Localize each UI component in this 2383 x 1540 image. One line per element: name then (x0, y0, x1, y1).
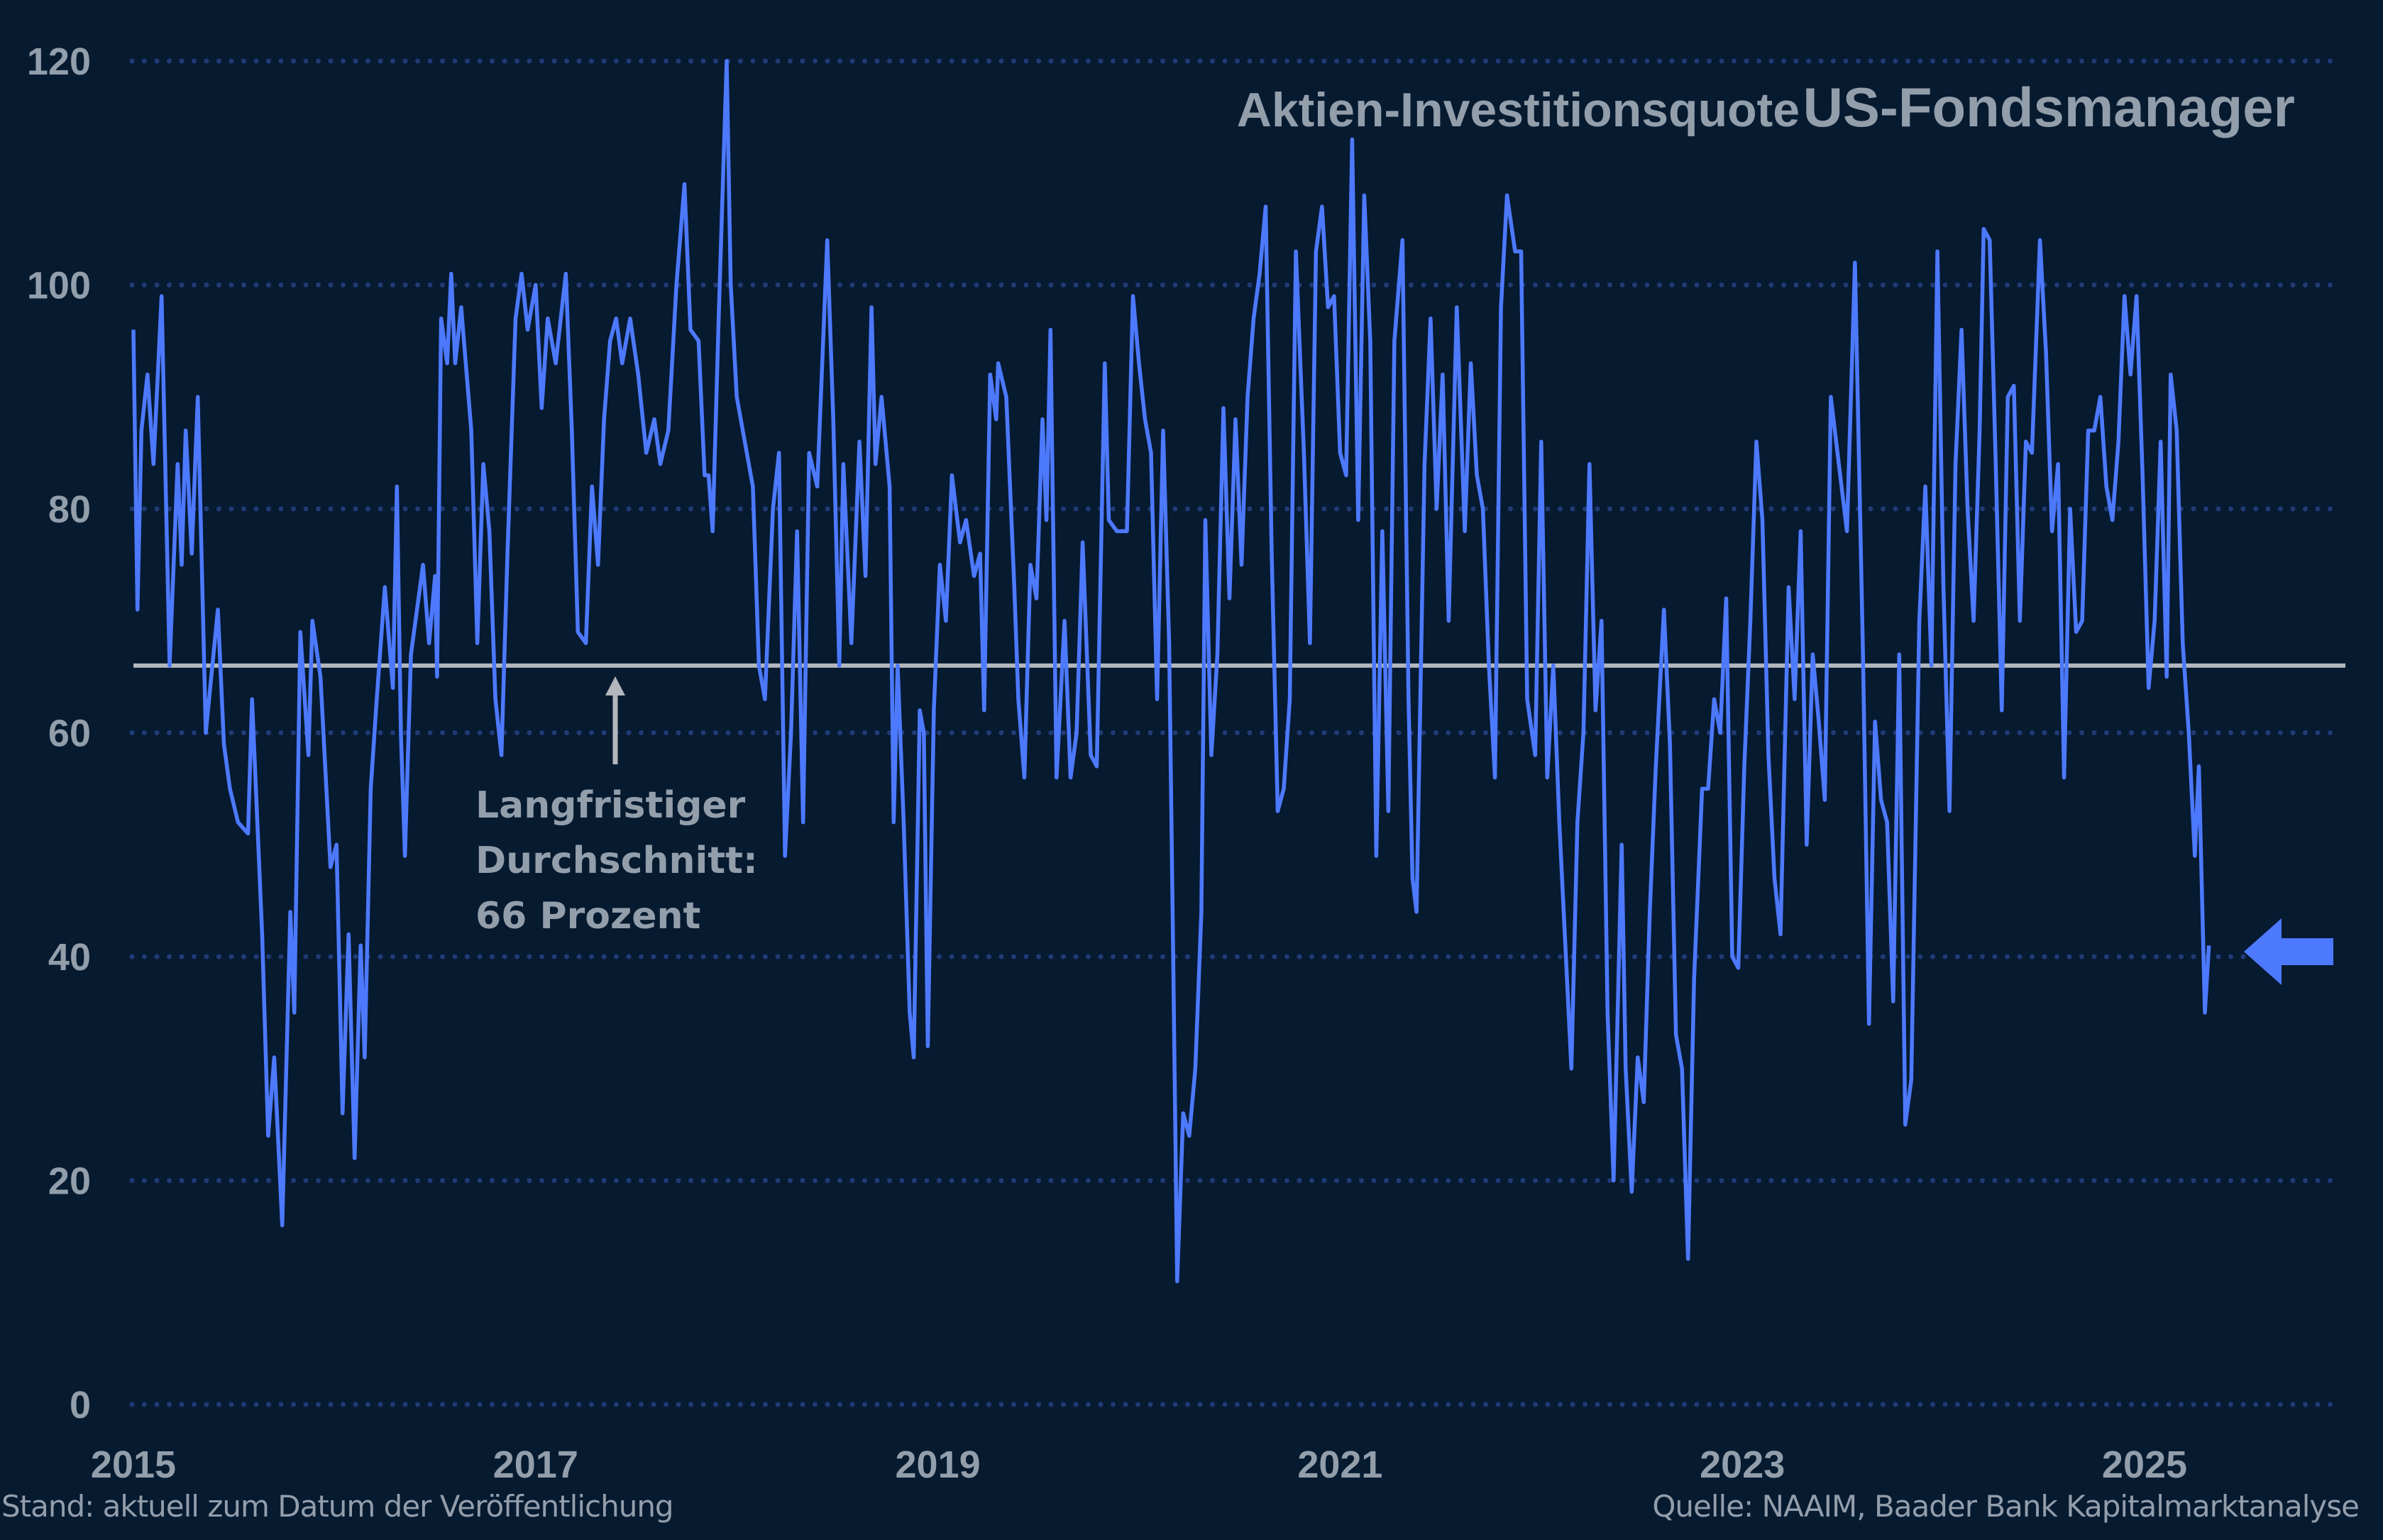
left-arrow-icon (2244, 918, 2333, 985)
chart-title: Aktien-Investitionsquote US-Fondsmanager (1237, 76, 2295, 138)
average-label-line-1: Langfristiger (475, 784, 746, 827)
x-tick-label: 2025 (2102, 1443, 2187, 1486)
y-tick-label: 60 (48, 713, 91, 755)
y-tick-label: 0 (70, 1384, 91, 1426)
y-axis-ticks: 0 20 40 60 80 100 120 (27, 40, 91, 1426)
up-arrow-icon (605, 676, 625, 695)
chart-title-part2: US-Fondsmanager (1803, 76, 2295, 138)
y-tick-label: 80 (48, 488, 91, 531)
average-label-line-2: Durchschnitt: (475, 840, 758, 882)
x-tick-label: 2017 (493, 1443, 578, 1486)
x-tick-label: 2015 (91, 1443, 176, 1486)
series-line (131, 59, 2211, 1284)
x-tick-label: 2021 (1297, 1443, 1382, 1486)
y-tick-label: 20 (48, 1160, 91, 1203)
average-annotation: Langfristiger Durchschnitt: 66 Prozent (475, 676, 758, 937)
x-tick-label: 2019 (896, 1443, 981, 1486)
x-tick-label: 2023 (1700, 1443, 1785, 1486)
y-tick-label: 40 (48, 936, 91, 979)
gridlines (129, 58, 2345, 1407)
footer-source: Quelle: NAAIM, Baader Bank Kapitalmarkta… (1652, 1489, 2360, 1524)
average-label-line-3: 66 Prozent (475, 895, 700, 937)
y-tick-label: 100 (27, 265, 91, 307)
x-axis-ticks: 2015 2017 2019 2021 2023 2025 (91, 1443, 2187, 1486)
footer-stand: Stand: aktuell zum Datum der Veröffentli… (1, 1489, 674, 1524)
chart-title-part1: Aktien-Investitionsquote (1237, 83, 1800, 137)
y-tick-label: 120 (27, 40, 91, 83)
